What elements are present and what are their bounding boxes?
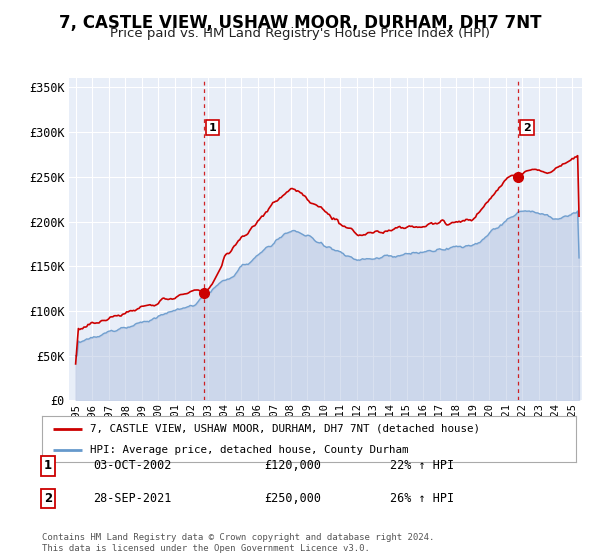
Text: 1: 1 — [209, 123, 217, 133]
Text: Price paid vs. HM Land Registry's House Price Index (HPI): Price paid vs. HM Land Registry's House … — [110, 27, 490, 40]
Text: Contains HM Land Registry data © Crown copyright and database right 2024.
This d: Contains HM Land Registry data © Crown c… — [42, 533, 434, 553]
Text: 28-SEP-2021: 28-SEP-2021 — [93, 492, 172, 505]
Text: 22% ↑ HPI: 22% ↑ HPI — [390, 459, 454, 473]
Text: 7, CASTLE VIEW, USHAW MOOR, DURHAM, DH7 7NT (detached house): 7, CASTLE VIEW, USHAW MOOR, DURHAM, DH7 … — [90, 424, 480, 434]
Text: HPI: Average price, detached house, County Durham: HPI: Average price, detached house, Coun… — [90, 445, 409, 455]
Text: 1: 1 — [44, 459, 52, 473]
Text: 7, CASTLE VIEW, USHAW MOOR, DURHAM, DH7 7NT: 7, CASTLE VIEW, USHAW MOOR, DURHAM, DH7 … — [59, 14, 541, 32]
Text: 2: 2 — [44, 492, 52, 505]
Text: 2: 2 — [523, 123, 531, 133]
Text: 03-OCT-2002: 03-OCT-2002 — [93, 459, 172, 473]
Text: £250,000: £250,000 — [264, 492, 321, 505]
Text: £120,000: £120,000 — [264, 459, 321, 473]
Text: 26% ↑ HPI: 26% ↑ HPI — [390, 492, 454, 505]
